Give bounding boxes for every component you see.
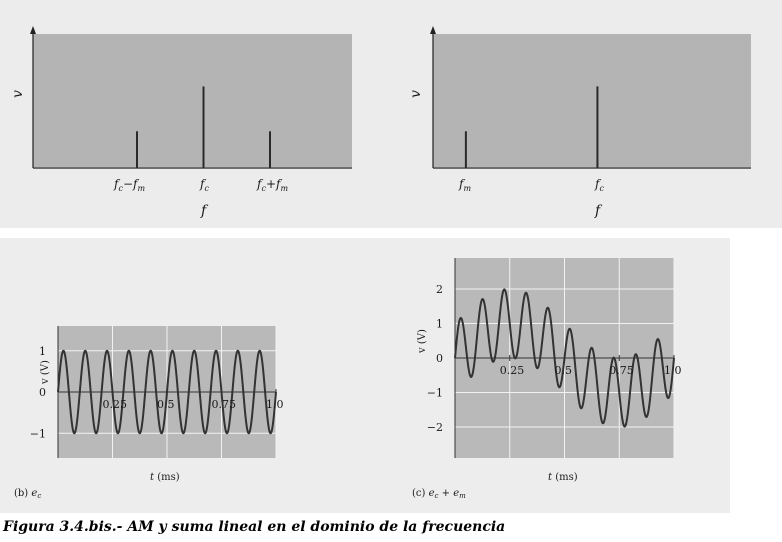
y-tick-label: 1 (39, 345, 46, 358)
x-axis-label: f (200, 203, 209, 219)
x-axis-label: f (594, 203, 603, 219)
y-tick-label: −1 (30, 427, 46, 440)
x-tick-label: 0.5 (555, 364, 573, 377)
x-axis-label: t (ms) (548, 472, 578, 483)
y-axis-label: v (10, 90, 26, 98)
spectrum-sum-chart: v f fm fc (408, 26, 751, 219)
figure-caption: Figura 3.4.bis.- AM y suma lineal en el … (3, 519, 506, 535)
plot-area (33, 34, 352, 167)
spectrum-am-panel: v f fc−fm fc fc+fm (0, 0, 782, 228)
x-tick-label: 1.0 (664, 364, 682, 377)
x-tick-label: 0.25 (500, 364, 525, 377)
y-tick-label: −2 (427, 421, 443, 434)
y-axis-label: v (V) (417, 329, 428, 354)
y-tick-label: −1 (427, 386, 443, 399)
x-tick-label: 1.0 (266, 398, 284, 411)
tick-label-fc: fc (594, 177, 604, 193)
y-axis-label: v (408, 90, 424, 98)
y-axis-label: v (V) (40, 360, 51, 385)
x-tick-label: 0.75 (212, 398, 237, 411)
y-tick-label: 2 (436, 283, 443, 296)
x-tick-label: 0.75 (609, 364, 634, 377)
spectrum-sum-panel: v f fm fc (0, 0, 782, 228)
tick-label-fc: fc (199, 177, 209, 193)
x-tick-label: 0.5 (157, 398, 175, 411)
y-axis-arrow (430, 26, 436, 34)
x-axis-label: t (ms) (150, 472, 180, 483)
panel-label-c: (c) ec + em (412, 488, 466, 500)
panel-label-b: (b) ec (14, 488, 41, 500)
plot-area (433, 34, 751, 167)
x-tick-label: 0.25 (103, 398, 128, 411)
y-tick-label: 0 (436, 352, 443, 365)
y-axis-arrow (30, 26, 36, 34)
y-tick-label: 1 (436, 318, 443, 331)
y-tick-label: 0 (39, 386, 46, 399)
spectrum-am-chart: v f fc−fm fc fc+fm (10, 26, 352, 219)
